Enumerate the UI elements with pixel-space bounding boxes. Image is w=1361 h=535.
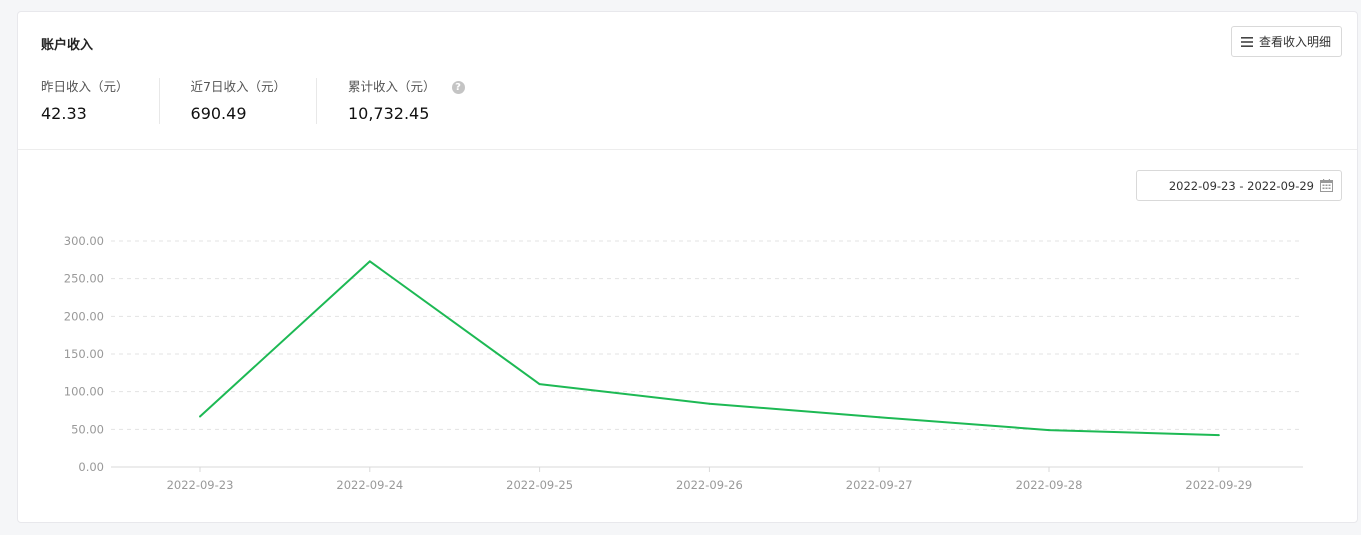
card-title: 账户收入 <box>41 38 94 53</box>
section-divider <box>18 149 1357 150</box>
account-income-card: 账户收入 查看收入明细 昨日收入（元） 42.33 近7日收入（元） 690.4… <box>17 11 1358 523</box>
y-tick-label: 150.00 <box>64 347 104 361</box>
stat-label: 累计收入（元） <box>347 79 436 94</box>
stat-value: 10,732.45 <box>347 104 430 123</box>
x-tick-label: 2022-09-23 <box>167 478 234 492</box>
x-tick-label: 2022-09-26 <box>676 478 743 492</box>
stat-label: 昨日收入（元） <box>41 79 129 94</box>
y-tick-label: 300.00 <box>64 234 104 248</box>
data-point <box>368 260 371 263</box>
x-tick-label: 2022-09-27 <box>846 478 913 492</box>
series-line <box>199 260 1219 437</box>
y-tick-label: 0.00 <box>78 460 104 474</box>
date-range-value: 2022-09-23 - 2022-09-29 <box>1168 178 1314 193</box>
stat-yesterday: 昨日收入（元） 42.33 <box>41 78 159 124</box>
income-stats: 昨日收入（元） 42.33 近7日收入（元） 690.49 累计收入（元） ? … <box>41 78 495 124</box>
stat-label: 近7日收入（元） <box>190 79 286 94</box>
stat-value: 42.33 <box>41 104 87 123</box>
data-point <box>1048 429 1050 432</box>
view-income-detail-label: 查看收入明细 <box>1258 35 1331 49</box>
x-tick-label: 2022-09-24 <box>336 478 403 492</box>
data-point <box>1217 434 1220 437</box>
x-tick-label: 2022-09-25 <box>506 478 573 492</box>
stat-total: 累计收入（元） ? 10,732.45 <box>315 78 495 124</box>
data-point <box>538 383 541 386</box>
x-tick-label: 2022-09-29 <box>1185 478 1252 492</box>
date-range-picker[interactable]: 2022-09-23 - 2022-09-29 <box>1136 170 1342 201</box>
x-tick-label: 2022-09-28 <box>1016 478 1083 492</box>
calendar-icon <box>1320 179 1333 192</box>
stat-value: 690.49 <box>190 104 247 123</box>
y-tick-label: 250.00 <box>64 272 104 286</box>
data-point <box>878 416 881 419</box>
stat-last-7-days: 近7日收入（元） 690.49 <box>158 78 316 124</box>
question-circle-icon[interactable]: ? <box>451 80 465 94</box>
y-tick-label: 200.00 <box>64 309 104 323</box>
stat-label-row: 累计收入（元） ? <box>348 78 465 96</box>
list-icon <box>1240 36 1253 47</box>
income-line-chart: 0.00 50.00 100.00 150.00 200.00 250.00 300.00 2… <box>64 234 1303 492</box>
y-tick-label: 50.00 <box>71 422 104 436</box>
view-income-detail-button[interactable]: 查看收入明细 <box>1230 26 1342 57</box>
data-point <box>199 415 201 418</box>
data-point <box>708 402 711 405</box>
y-tick-label: 100.00 <box>64 385 104 399</box>
